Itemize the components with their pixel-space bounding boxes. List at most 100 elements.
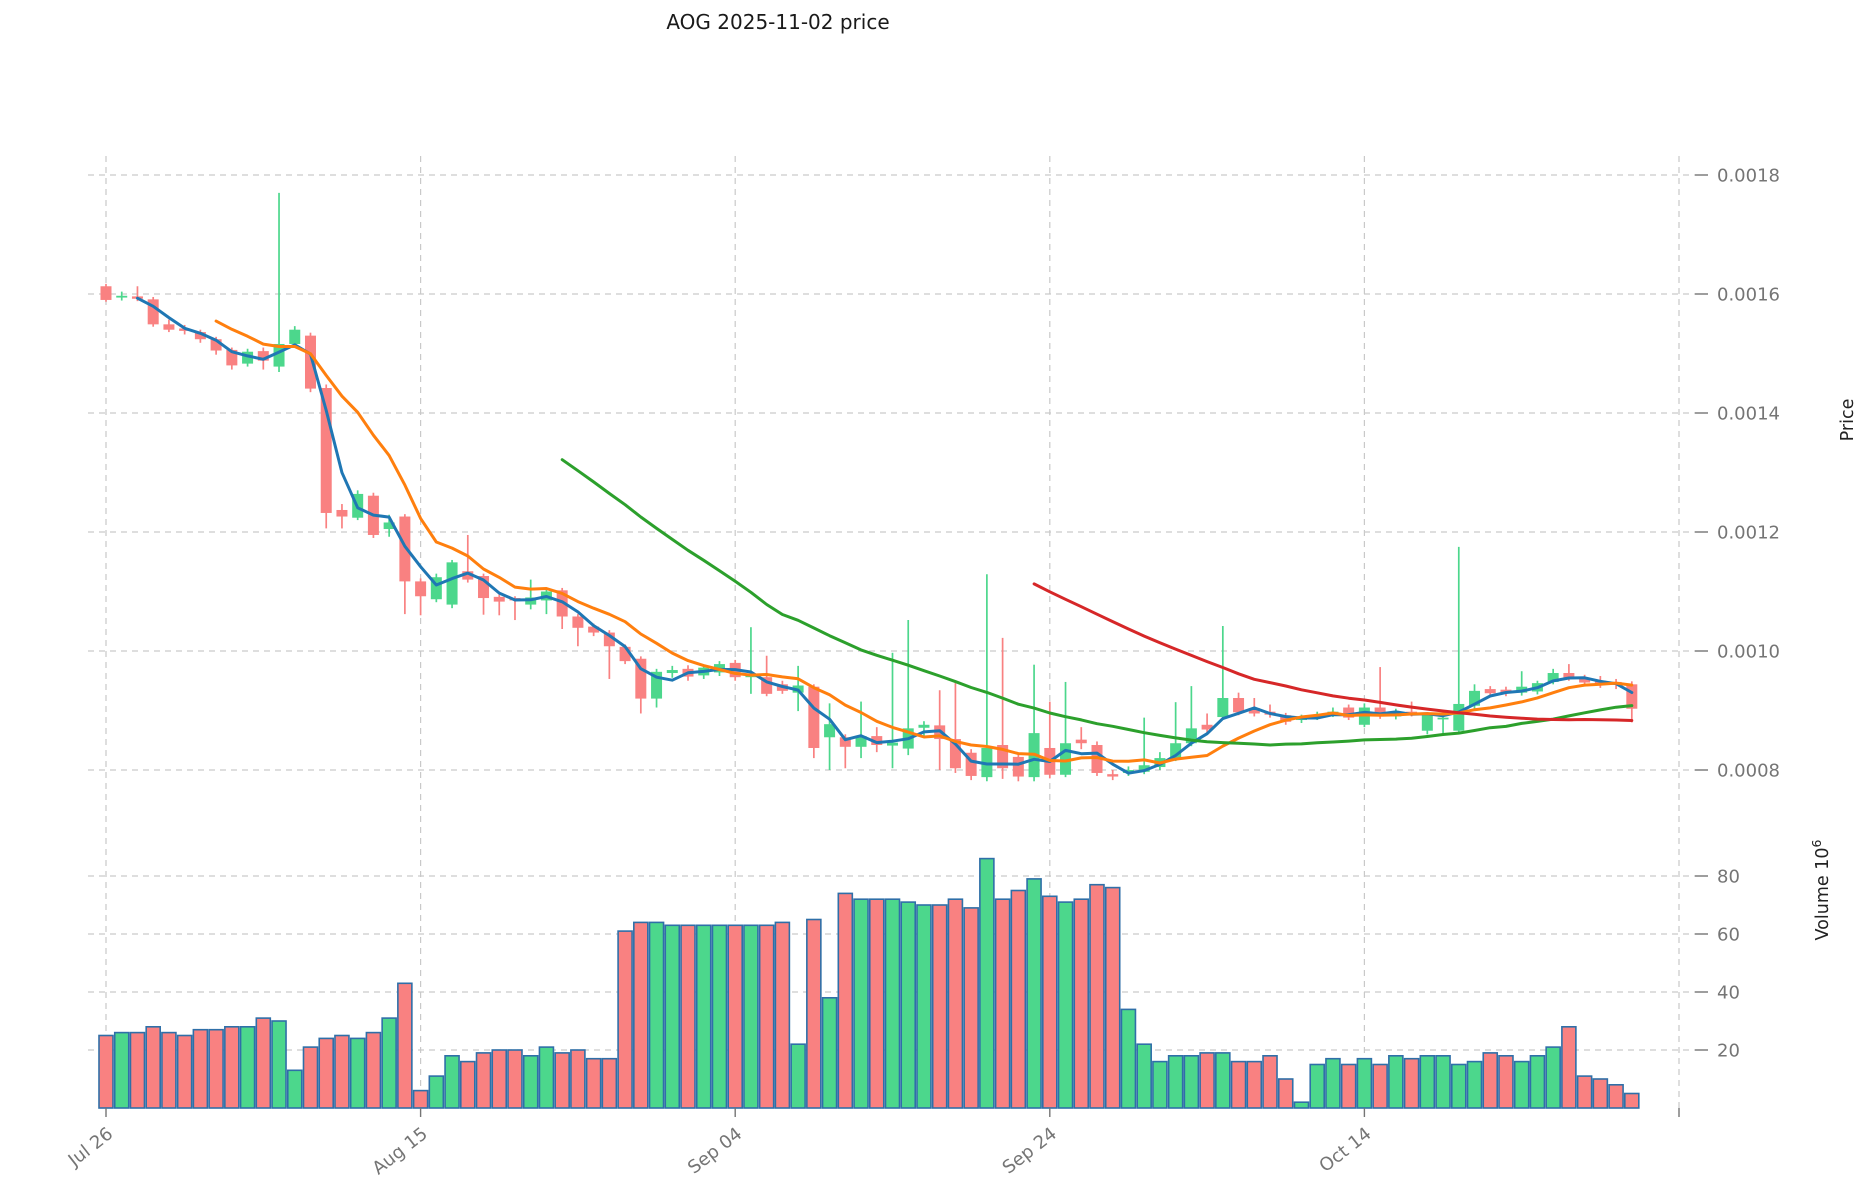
candle-body-down xyxy=(1248,708,1260,714)
volume-bars xyxy=(98,857,1640,1109)
date-tick-label: Sep 04 xyxy=(684,1123,746,1178)
candle-body-up xyxy=(651,671,663,699)
candle-body-up xyxy=(1469,690,1481,706)
volume-bar xyxy=(837,892,854,1109)
candle-body-down xyxy=(226,349,238,366)
candle-body-up xyxy=(1170,743,1182,759)
volume-bar xyxy=(271,1020,287,1109)
volume-bar xyxy=(1608,1084,1624,1109)
candle-body-up xyxy=(1421,714,1433,731)
volume-bar xyxy=(1057,901,1074,1109)
price-tick-label: 0.0018 xyxy=(1717,166,1780,187)
candle-body-down xyxy=(1233,698,1245,713)
volume-bar xyxy=(884,898,901,1109)
candle-body-down xyxy=(399,516,411,582)
volume-bar xyxy=(1183,1055,1200,1109)
candle-body-down xyxy=(619,646,631,662)
candle-body-up xyxy=(1060,743,1072,775)
volume-bar xyxy=(1561,1026,1577,1109)
candle-body-up xyxy=(1138,765,1150,772)
volume-bar xyxy=(570,1049,586,1109)
volume-bar xyxy=(98,1034,114,1109)
volume-bar xyxy=(900,901,917,1109)
volume-bar xyxy=(1592,1078,1609,1109)
volume-tick-label: 40 xyxy=(1717,983,1740,1004)
volume-bar xyxy=(711,924,728,1109)
volume-bar xyxy=(585,1057,602,1109)
volume-bar xyxy=(1466,1060,1483,1109)
candle-body-up xyxy=(430,577,442,600)
price-tick-label: 0.0012 xyxy=(1717,523,1780,544)
date-tick-label: Sep 24 xyxy=(999,1123,1061,1178)
volume-tick-label: 60 xyxy=(1717,925,1740,946)
volume-bar xyxy=(1073,898,1090,1109)
volume-bar xyxy=(1576,1075,1593,1109)
candle-body-up xyxy=(887,742,898,746)
volume-bar xyxy=(1104,886,1121,1109)
volume-bar xyxy=(853,898,869,1109)
candle-body-down xyxy=(478,576,490,599)
ma-long-line xyxy=(560,458,1634,747)
volume-bar xyxy=(1513,1060,1530,1109)
candle-body-up xyxy=(855,736,867,747)
volume-bar xyxy=(318,1037,335,1109)
candle-body-down xyxy=(808,686,820,748)
volume-bar xyxy=(1089,883,1105,1109)
candle-body-down xyxy=(493,596,505,602)
volume-bar xyxy=(947,898,964,1109)
ma-mid-line xyxy=(214,319,1634,765)
volume-bar xyxy=(412,1089,429,1109)
volume-bar xyxy=(727,924,744,1109)
volume-bar xyxy=(790,1043,806,1109)
chart-title: AOG 2025-11-02 price xyxy=(666,10,889,34)
price-tick-label: 0.0008 xyxy=(1717,761,1780,782)
volume-bar xyxy=(428,1075,445,1109)
volume-bar xyxy=(695,924,712,1109)
volume-bar xyxy=(1388,1055,1404,1109)
candle-body-down xyxy=(1374,707,1386,717)
volume-bar xyxy=(931,904,948,1109)
candle-body-up xyxy=(289,329,301,344)
price-tick-label: 0.0010 xyxy=(1717,642,1780,663)
volume-bar xyxy=(255,1017,272,1109)
volume-bar xyxy=(1325,1057,1341,1109)
volume-bar xyxy=(774,921,791,1109)
volume-bar xyxy=(224,1026,240,1109)
volume-bar xyxy=(1010,889,1027,1109)
candle-body-down xyxy=(210,339,222,351)
volume-bar xyxy=(1624,1092,1640,1109)
volume-bar xyxy=(1356,1057,1373,1109)
volume-bar xyxy=(538,1046,555,1109)
candle-body-down xyxy=(1579,677,1591,683)
candle-body-down xyxy=(1626,684,1638,709)
candle-body-down xyxy=(949,739,961,769)
candle-body-down xyxy=(415,581,427,597)
volume-bar xyxy=(979,857,995,1109)
volume-bar xyxy=(1215,1052,1231,1109)
volume-bar xyxy=(664,924,681,1109)
volume-bar xyxy=(758,924,775,1109)
volume-bar xyxy=(129,1031,146,1109)
volume-bar xyxy=(1246,1060,1263,1109)
candle-body-up xyxy=(824,724,836,738)
volume-bar xyxy=(1262,1055,1278,1109)
candle-body-down xyxy=(147,299,159,325)
volume-bar xyxy=(1482,1052,1499,1109)
volume-bar xyxy=(1545,1046,1561,1109)
volume-bar xyxy=(1152,1060,1168,1109)
candle-body-down xyxy=(635,658,647,699)
volume-bar xyxy=(1120,1008,1137,1109)
volume-bar xyxy=(1498,1055,1514,1109)
volume-bar xyxy=(507,1049,523,1109)
volume-bar xyxy=(617,930,633,1109)
candle-body-down xyxy=(572,616,584,628)
candle-body-up xyxy=(666,670,678,674)
volume-bar xyxy=(648,921,665,1109)
volume-bar xyxy=(743,924,759,1109)
volume-bar xyxy=(444,1055,460,1109)
volume-bar xyxy=(868,898,885,1109)
candle-body-down xyxy=(871,736,883,746)
volume-bar xyxy=(192,1028,209,1109)
candle-body-up xyxy=(1185,728,1197,744)
